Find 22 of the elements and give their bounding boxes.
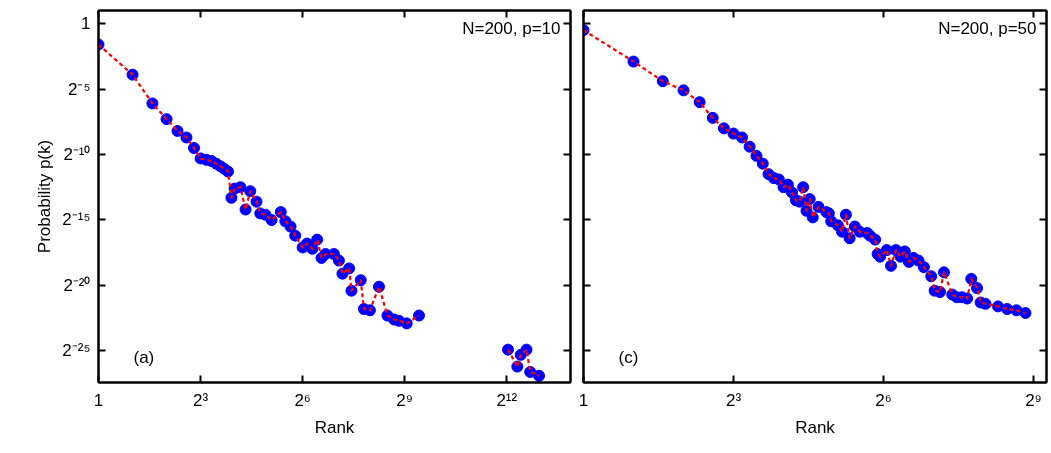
- x-tick-label: 2³: [193, 390, 209, 410]
- y-tick-label: 2⁻¹⁰: [63, 145, 91, 165]
- annotation: N=200, p=50: [938, 18, 1037, 38]
- y-axis-title: Probability p(k): [35, 139, 55, 254]
- x-tick-label: 2⁹: [1025, 390, 1042, 410]
- y-tick-label: 2⁻²⁰: [63, 275, 91, 295]
- y-tick-label: 2⁻⁵: [68, 79, 91, 99]
- x-tick-label: 1: [578, 390, 589, 410]
- x-axis-title: Rank: [795, 417, 836, 437]
- x-tick-label: 2³: [725, 390, 742, 410]
- x-tick-label: 2⁹: [396, 390, 414, 410]
- annotation: (c): [618, 347, 639, 367]
- x-axis-title: Rank: [314, 417, 355, 437]
- y-tick-label: 2⁻²⁵: [62, 341, 91, 361]
- annotation: N=200, p=10: [462, 18, 561, 38]
- annotation: (a): [133, 347, 155, 367]
- y-tick-label: 2⁻¹⁵: [62, 210, 91, 230]
- x-tick-label: 1: [93, 390, 104, 410]
- x-tick-label: 2¹²: [496, 390, 518, 410]
- y-tick-label: 1: [81, 14, 91, 34]
- x-tick-label: 2⁶: [875, 390, 892, 410]
- x-tick-label: 2⁶: [294, 390, 311, 410]
